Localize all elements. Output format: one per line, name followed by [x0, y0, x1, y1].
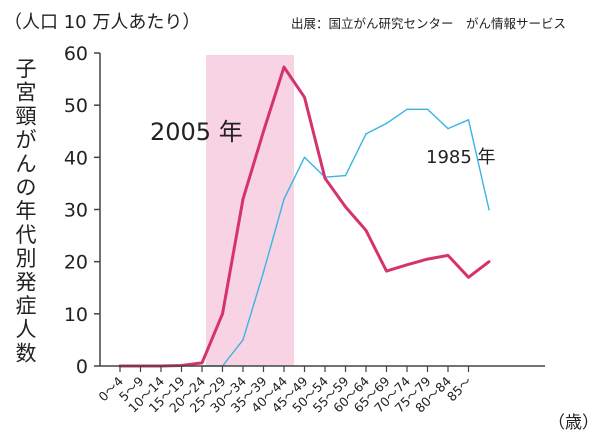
x-ticks: 0～45～910～1415～1920～2425～2930～3435～3940～4…: [95, 366, 475, 415]
data-point: [242, 198, 244, 200]
data-point: [242, 339, 244, 341]
data-point: [426, 108, 429, 111]
data-point: [324, 177, 326, 179]
y-axis-title: 子宮頸がんの年代別発症人数: [16, 57, 37, 365]
data-point: [406, 263, 408, 266]
data-point: [467, 276, 470, 279]
data-point: [385, 270, 388, 272]
y-tick-label: 10: [64, 304, 88, 326]
data-point: [385, 122, 388, 125]
x-axis-title: （歳）: [548, 413, 595, 433]
series-line-2005: [118, 65, 491, 368]
data-point: [283, 198, 285, 200]
plot-lines: [118, 65, 491, 368]
y-tick-label: 60: [64, 43, 88, 65]
y-tick-label: 40: [64, 147, 88, 169]
series-label-1985: 1985 年: [426, 147, 496, 168]
y-ticks: 0 10 20 30 40 50 60: [64, 43, 100, 378]
data-point: [447, 254, 449, 257]
data-point: [406, 108, 408, 111]
data-point: [365, 229, 367, 232]
data-point: [221, 313, 224, 315]
data-point: [303, 156, 306, 159]
data-point: [426, 258, 429, 260]
y-tick-label: 50: [64, 95, 88, 117]
data-point: [344, 174, 347, 177]
series-label-2005: 2005 年: [150, 118, 243, 146]
unit-label: （人口 10 万人あたり）: [4, 12, 200, 33]
data-point: [262, 271, 265, 273]
data-point: [365, 133, 367, 135]
data-point: [283, 66, 285, 68]
y-tick-label: 20: [64, 252, 88, 274]
data-point: [201, 362, 203, 364]
data-point: [488, 260, 490, 263]
data-point: [447, 127, 449, 130]
data-point: [344, 206, 347, 208]
source-credit: 出展：国立がん研究センター がん情報サービス: [291, 16, 566, 31]
y-tick-label: 30: [64, 200, 88, 222]
x-tick-label: 85～: [444, 374, 475, 405]
data-point: [303, 96, 306, 99]
data-point: [262, 130, 265, 133]
data-point: [467, 118, 470, 121]
data-point: [488, 208, 490, 211]
highlight-age-band: [206, 55, 294, 366]
y-tick-label: 0: [76, 356, 88, 378]
